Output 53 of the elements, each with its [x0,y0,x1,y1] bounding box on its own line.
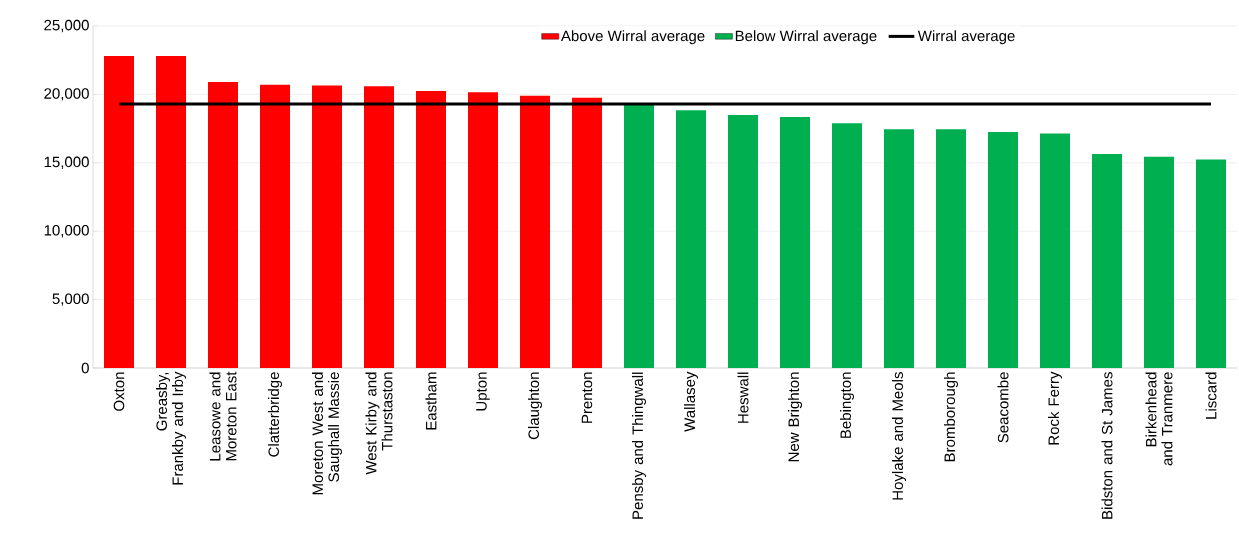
y-tick-label: 15,000 [44,156,89,169]
bar [727,114,758,368]
bar [987,132,1018,368]
bar [1143,156,1174,368]
bar [675,110,706,368]
bar [520,95,550,368]
x-tick-label: Liscard [1205,372,1217,419]
x-tick-label: Clatterbridge [268,372,282,457]
x-tick-label: Rock Ferry [1048,371,1062,445]
bar [1195,159,1226,368]
x-tick-label: Birkenhead and Tranmere [1145,372,1173,466]
x-tick-label: West Kirby and Thurstaston [365,372,393,475]
bar [883,129,914,368]
x-tick-label: Greasby, Frankby and Irby [156,371,186,485]
bar [831,123,862,368]
bar [208,82,238,368]
legend-label: Wirral average [917,30,1015,45]
bar [104,56,134,368]
bar [416,90,446,368]
bar [156,56,186,368]
x-tick-label: Wallasey [684,371,698,432]
y-tick-label: 20,000 [44,88,89,101]
x-tick-label: Bebington [840,372,854,438]
x-tick-label: Upton [476,372,490,411]
bar [935,129,966,368]
y-tick-label: 0 [81,362,89,374]
bar [780,116,810,368]
x-tick-label: Eastham [425,372,437,430]
x-tick-label: Prenton [581,372,593,423]
y-tick-label: 10,000 [44,225,89,238]
bar [260,84,290,368]
x-tick-label: Pensby and Thingwall [632,372,646,519]
x-tick-label: Leasowe and Moreton East [209,371,237,461]
bar [364,86,394,368]
x-tick-label: Bromborough [944,372,958,462]
bar [468,92,498,368]
y-tick-label: 25,000 [44,19,89,33]
y-tick-label: 5,000 [52,293,89,306]
x-tick-label: Bidston and St James [1101,372,1113,519]
x-tick-label: Oxton [113,372,125,411]
bar [312,85,342,368]
x-tick-label: New Brighton [788,372,802,462]
x-tick-label: Seacombe [997,372,1009,443]
legend-label: Above Wirral average [560,30,705,45]
bar [1039,133,1070,368]
x-tick-label: Moreton West and Saughall Massie [312,372,342,495]
x-tick-label: Claughton [528,372,542,440]
legend-label: Below Wirral average [735,30,877,45]
bar [1091,153,1122,368]
bar [572,97,602,368]
bar [624,104,654,368]
x-tick-label: Heswall [737,372,749,423]
x-tick-label: Hoylake and Meols [892,372,906,500]
